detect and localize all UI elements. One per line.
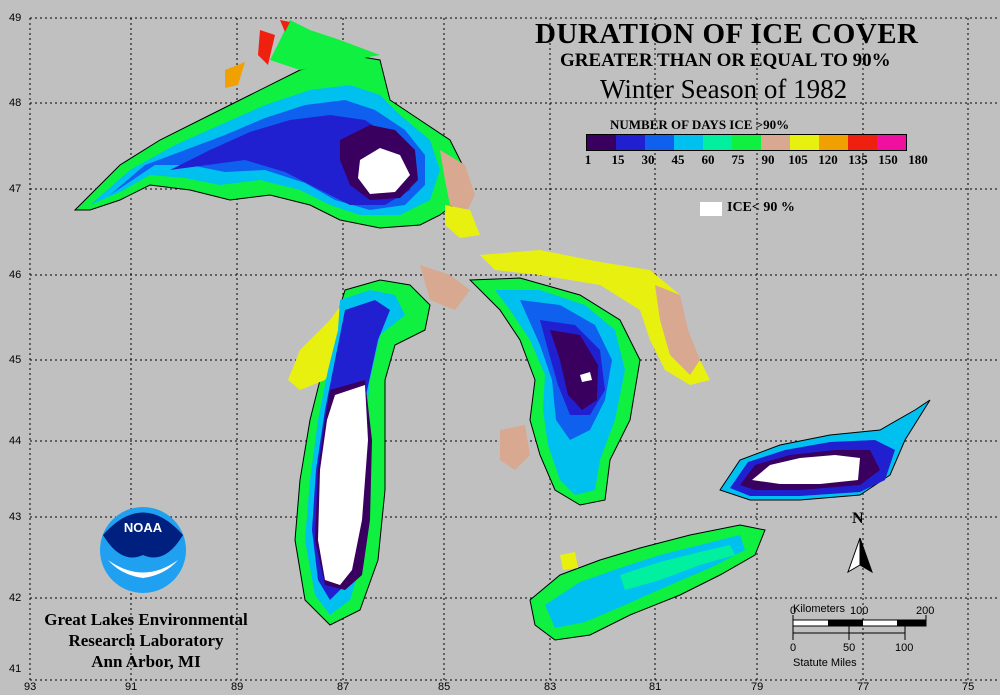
- legend-title: NUMBER OF DAYS ICE >90%: [610, 117, 790, 132]
- ice-label: ICE< 90 %: [727, 200, 795, 215]
- legend-swatch: [877, 135, 906, 150]
- legend-swatch: [790, 135, 819, 150]
- legend-swatch: [761, 135, 790, 150]
- lon-label: 75: [962, 681, 975, 693]
- lab-line-1: Great Lakes Environmental: [44, 610, 248, 629]
- legend-swatch: [703, 135, 732, 150]
- scale-km-tick-0: 0: [790, 605, 797, 617]
- lon-label: 89: [231, 681, 244, 693]
- legend-tick: 150: [878, 152, 898, 167]
- map-subtitle: GREATER THAN OR EQUAL TO 90%: [560, 50, 891, 71]
- scale-mi-tick-50: 50: [843, 642, 856, 654]
- legend-color-bar: [586, 134, 907, 151]
- legend-tick: 30: [641, 152, 655, 167]
- legend-swatch: [645, 135, 674, 150]
- legend-swatch: [587, 135, 616, 150]
- scale-km-label: Kilometers: [793, 603, 845, 615]
- legend-tick: 105: [788, 152, 808, 167]
- noaa-logo-icon: NOAA: [100, 507, 186, 593]
- lake-erie: [529, 524, 766, 641]
- lat-label: 41: [9, 663, 22, 675]
- north-label: N: [852, 510, 864, 527]
- legend-tick: 90: [761, 152, 775, 167]
- lab-line-3: Ann Arbor, MI: [91, 652, 201, 671]
- lon-label: 91: [125, 681, 138, 693]
- lon-label: 85: [438, 681, 451, 693]
- legend-tick: 1: [584, 152, 592, 167]
- legend-tick: 120: [818, 152, 838, 167]
- scale-mi-tick-100: 100: [895, 642, 914, 654]
- lat-label: 48: [9, 97, 22, 109]
- legend-tick: 60: [701, 152, 715, 167]
- scale-mi-label: Statute Miles: [793, 657, 857, 669]
- lon-label: 87: [337, 681, 350, 693]
- lon-label: 81: [649, 681, 662, 693]
- legend-swatch: [848, 135, 877, 150]
- legend-tick: 15: [611, 152, 625, 167]
- lon-label: 83: [544, 681, 557, 693]
- lat-label: 49: [9, 12, 22, 24]
- scale-mi-tick-0: 0: [790, 642, 797, 654]
- legend-tick: 180: [908, 152, 928, 167]
- legend-tick: 75: [731, 152, 745, 167]
- legend-swatch: [616, 135, 645, 150]
- noaa-logo-text: NOAA: [124, 520, 163, 535]
- lon-label: 93: [24, 681, 37, 693]
- lat-label: 42: [9, 592, 22, 604]
- lat-label: 47: [9, 183, 22, 195]
- map-season: Winter Season of 1982: [600, 74, 848, 104]
- lake-huron: [468, 250, 710, 506]
- legend-tick: 45: [671, 152, 685, 167]
- lake-superior: [73, 20, 480, 238]
- lab-credit: Great Lakes Environmental Research Labor…: [36, 609, 256, 672]
- map-title: DURATION OF ICE COVER: [535, 18, 919, 50]
- lat-label: 43: [9, 511, 22, 523]
- lat-label: 45: [9, 354, 22, 366]
- scale-bar: [792, 615, 927, 640]
- scale-km-tick-200: 200: [916, 605, 935, 617]
- lake-ontario: [719, 399, 931, 501]
- lab-line-2: Research Laboratory: [68, 631, 224, 650]
- legend-swatch: [819, 135, 848, 150]
- north-arrow-icon: [847, 537, 873, 574]
- scale-km-tick-100: 100: [850, 605, 869, 617]
- lat-label: 44: [9, 435, 22, 447]
- ice-swatch: [700, 202, 722, 216]
- lon-label: 77: [857, 681, 870, 693]
- graticule: [29, 17, 1000, 681]
- lon-label: 79: [751, 681, 764, 693]
- legend-ticks: 1 15 30 45 60 75 90 105 120 135 150 180: [580, 152, 940, 168]
- lat-label: 46: [9, 269, 22, 281]
- legend-swatch: [674, 135, 703, 150]
- legend-tick: 135: [848, 152, 868, 167]
- lake-michigan: [288, 265, 470, 626]
- legend-swatch: [732, 135, 761, 150]
